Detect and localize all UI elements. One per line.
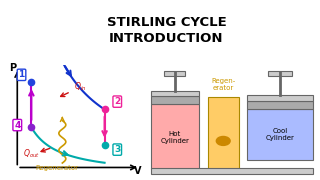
Bar (208, 97, 239, 169)
Text: Regenerator: Regenerator (35, 165, 78, 171)
Bar (151, 104, 199, 169)
Text: Regen-
erator: Regen- erator (211, 78, 235, 91)
Text: Cool
Cylinder: Cool Cylinder (266, 128, 295, 141)
Bar (151, 96, 199, 104)
Bar (151, 168, 313, 174)
Text: Hot
Cylinder: Hot Cylinder (160, 131, 189, 144)
Bar (247, 109, 313, 160)
Bar (164, 71, 185, 76)
Bar (247, 101, 313, 109)
Bar (151, 91, 199, 96)
Text: P: P (9, 64, 16, 73)
Bar (268, 71, 292, 76)
Text: $Q_{in}$: $Q_{in}$ (74, 80, 86, 93)
Text: STIRLING CYCLE
INTRODUCTION: STIRLING CYCLE INTRODUCTION (107, 16, 226, 45)
Text: 2: 2 (114, 97, 120, 106)
Text: V: V (134, 166, 142, 176)
Text: 4: 4 (14, 121, 20, 130)
Text: 1: 1 (18, 70, 25, 79)
Circle shape (216, 136, 230, 145)
Text: 3: 3 (114, 145, 120, 154)
Text: $Q_{out}$: $Q_{out}$ (23, 147, 40, 160)
Bar (247, 95, 313, 101)
